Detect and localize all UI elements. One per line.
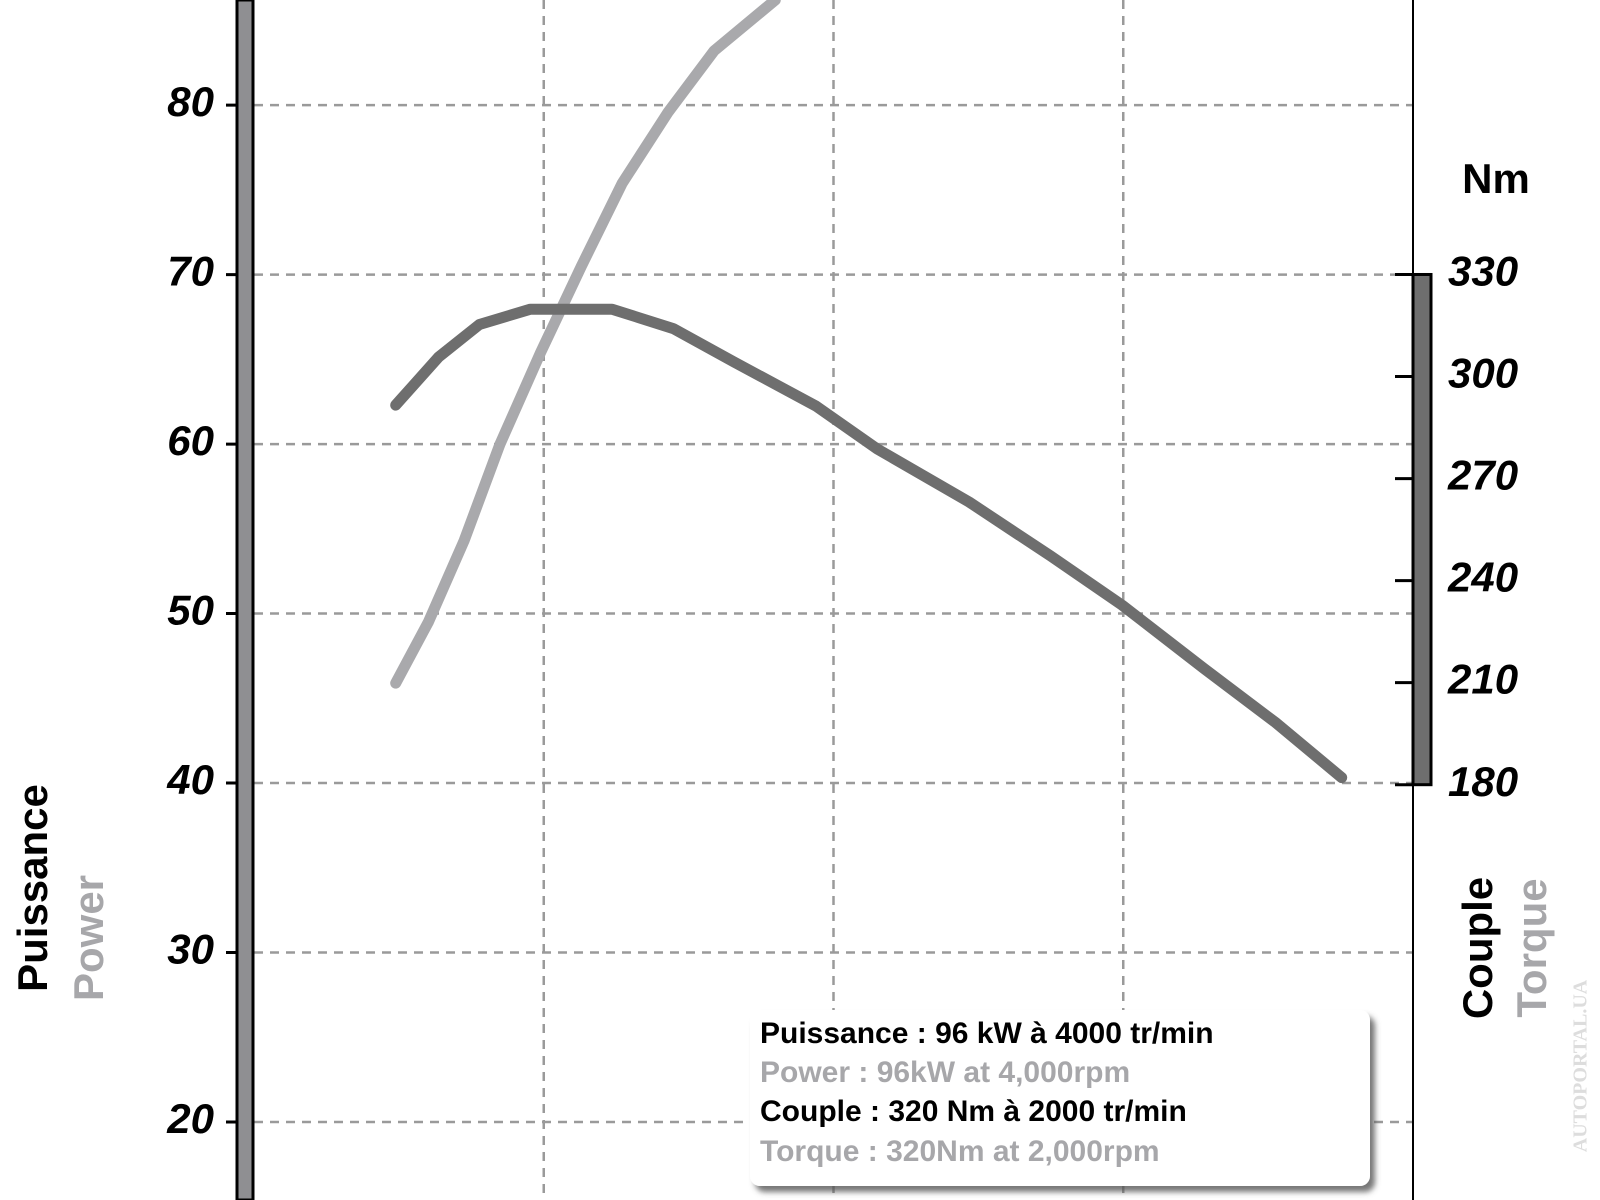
y-tick-label: 40 [166,756,214,803]
y2-tick-label: 270 [1447,452,1518,499]
watermark: AUTOPORTAL.UA [1570,979,1592,1152]
annotation: Power : 96kW at 4,000rpm [760,1056,1130,1089]
annotation: Torque : 320Nm at 2,000rpm [760,1135,1160,1168]
series-line [390,303,1348,784]
y2-axis-label: Couple [1454,877,1501,1019]
y2-tick-label: 180 [1448,758,1518,805]
lines [390,0,1348,784]
y2-tick-label: 300 [1448,350,1518,397]
annotation: Puissance : 96 kW à 4000 tr/min [760,1017,1214,1050]
grid: 20 30 40 50 60 70 80 180 210 240 270 300 330 [166,0,1518,1200]
y2-axis-label-en: Torque [1508,878,1555,1017]
y2-tick-label: 330 [1448,248,1518,295]
y2-tick-label: 240 [1447,554,1518,601]
y-tick-label: 30 [167,926,214,973]
annotation: Couple : 320 Nm à 2000 tr/min [760,1095,1187,1128]
y-tick-label: 50 [167,587,214,634]
y-axis-label: Puissance [9,784,56,992]
info-box [750,1010,1370,1186]
y-tick-label: 70 [167,248,214,295]
y-axis-label-en: Power [65,875,112,1001]
y2-tick-label: 210 [1447,656,1518,703]
y-tick-label: 80 [167,78,214,125]
y2-axis-bar [1411,272,1433,787]
y-tick-label: 60 [167,417,214,464]
y2-unit: Nm [1462,155,1530,202]
y-axis [235,0,255,1200]
y-tick-label: 20 [166,1095,214,1142]
